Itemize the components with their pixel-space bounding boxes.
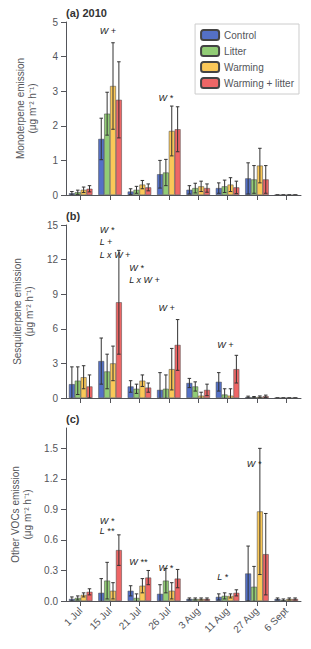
svg-text:1 Jul: 1 Jul bbox=[62, 605, 85, 628]
svg-text:1.5: 1.5 bbox=[44, 443, 58, 454]
svg-text:W +: W + bbox=[100, 26, 116, 36]
svg-text:1.2: 1.2 bbox=[44, 473, 58, 484]
svg-text:0: 0 bbox=[52, 393, 58, 404]
svg-text:(a) 2010: (a) 2010 bbox=[66, 7, 107, 19]
svg-text:3: 3 bbox=[52, 358, 58, 369]
svg-text:Monoterpene emission: Monoterpene emission bbox=[15, 58, 26, 159]
svg-text:Litter: Litter bbox=[224, 46, 247, 57]
svg-text:12: 12 bbox=[47, 254, 59, 265]
svg-text:W *: W * bbox=[100, 225, 115, 235]
svg-text:W +: W + bbox=[159, 303, 175, 313]
svg-text:5: 5 bbox=[52, 17, 58, 28]
svg-text:(μg m⁻² h⁻¹): (μg m⁻² h⁻¹) bbox=[24, 286, 35, 336]
svg-text:W *: W * bbox=[100, 516, 115, 526]
svg-text:21 Jul: 21 Jul bbox=[117, 605, 144, 632]
svg-text:W +: W + bbox=[217, 340, 233, 350]
svg-text:W *: W * bbox=[159, 93, 174, 103]
svg-text:L *: L * bbox=[217, 572, 228, 582]
svg-text:Warming + litter: Warming + litter bbox=[224, 78, 295, 89]
svg-text:3 Aug: 3 Aug bbox=[176, 605, 202, 631]
svg-text:15: 15 bbox=[47, 220, 59, 231]
svg-text:1: 1 bbox=[52, 155, 58, 166]
svg-text:9: 9 bbox=[52, 289, 58, 300]
svg-text:L +: L + bbox=[100, 237, 113, 247]
svg-text:6 Sept: 6 Sept bbox=[262, 605, 290, 633]
svg-text:15 Jul: 15 Jul bbox=[87, 605, 114, 632]
svg-text:L **: L ** bbox=[100, 526, 115, 536]
svg-text:(c): (c) bbox=[66, 413, 80, 425]
svg-text:W **: W ** bbox=[129, 557, 147, 567]
svg-text:(b): (b) bbox=[66, 210, 80, 222]
svg-text:0.9: 0.9 bbox=[44, 504, 58, 515]
svg-text:11 Aug: 11 Aug bbox=[202, 605, 231, 634]
svg-text:0.3: 0.3 bbox=[44, 565, 58, 576]
svg-text:(μg m⁻² h⁻¹): (μg m⁻² h⁻¹) bbox=[27, 83, 38, 133]
svg-text:W *: W * bbox=[129, 263, 144, 273]
svg-text:0: 0 bbox=[52, 190, 58, 201]
svg-text:Other VOCs emission: Other VOCs emission bbox=[10, 466, 21, 563]
svg-text:W *: W * bbox=[247, 459, 262, 469]
svg-text:27 Aug: 27 Aug bbox=[231, 605, 261, 635]
svg-text:3: 3 bbox=[52, 86, 58, 97]
svg-text:L x W +: L x W + bbox=[129, 275, 160, 285]
svg-text:Warming: Warming bbox=[224, 62, 264, 73]
svg-text:4: 4 bbox=[52, 51, 58, 62]
svg-text:0.0: 0.0 bbox=[44, 596, 58, 607]
svg-text:6: 6 bbox=[52, 323, 58, 334]
svg-text:Control: Control bbox=[224, 30, 256, 41]
svg-text:26 Jul: 26 Jul bbox=[146, 605, 173, 632]
svg-text:2: 2 bbox=[52, 120, 58, 131]
svg-text:W *: W * bbox=[159, 563, 174, 573]
svg-text:Sesquiterpene emission: Sesquiterpene emission bbox=[12, 258, 23, 365]
svg-text:L x W +: L x W + bbox=[100, 250, 131, 260]
svg-text:0.6: 0.6 bbox=[44, 534, 58, 545]
svg-text:(μg m⁻² h⁻¹): (μg m⁻² h⁻¹) bbox=[22, 489, 33, 539]
